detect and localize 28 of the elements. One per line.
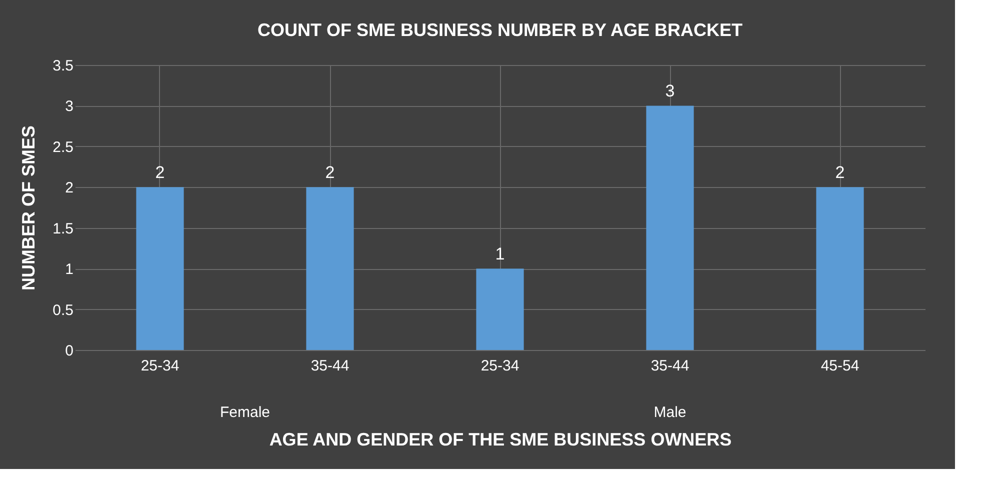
data-label: 2 [155, 163, 165, 182]
y-tick-label: 2 [65, 180, 74, 197]
bar [306, 187, 354, 350]
y-tick-label: 0.5 [52, 302, 74, 319]
data-label: 2 [835, 163, 845, 182]
data-label: 3 [665, 82, 675, 101]
data-label: 2 [325, 163, 335, 182]
y-tick-label: 2.5 [52, 138, 74, 156]
x-tick-label: 25-34 [480, 358, 520, 374]
chart-title: COUNT OF SME BUSINESS NUMBER BY AGE BRACKET [257, 20, 743, 40]
bar [136, 187, 184, 350]
text: Male [654, 404, 686, 421]
bar [646, 106, 694, 350]
data-label: 1 [495, 244, 505, 264]
x-tick-label: 35-44 [650, 358, 690, 374]
x-tick-label: 35-44 [310, 358, 350, 374]
y-tick-label: 1 [65, 261, 74, 278]
text: Female [220, 404, 270, 421]
bar [816, 187, 864, 350]
bar [476, 268, 524, 350]
x-axis-title: AGE AND GENDER OF THE SME BUSINESS OWNERS [269, 430, 732, 450]
x-tick-label: 45-54 [820, 358, 860, 374]
y-tick-label: 1.5 [52, 220, 74, 238]
y-tick-label: 3 [65, 98, 74, 116]
y-tick-label: 0 [65, 342, 74, 360]
x-tick-label: 25-34 [140, 358, 180, 374]
y-axis-title: NUMBER OF SMES [18, 125, 39, 291]
y-tick-label: 3.5 [52, 58, 74, 74]
